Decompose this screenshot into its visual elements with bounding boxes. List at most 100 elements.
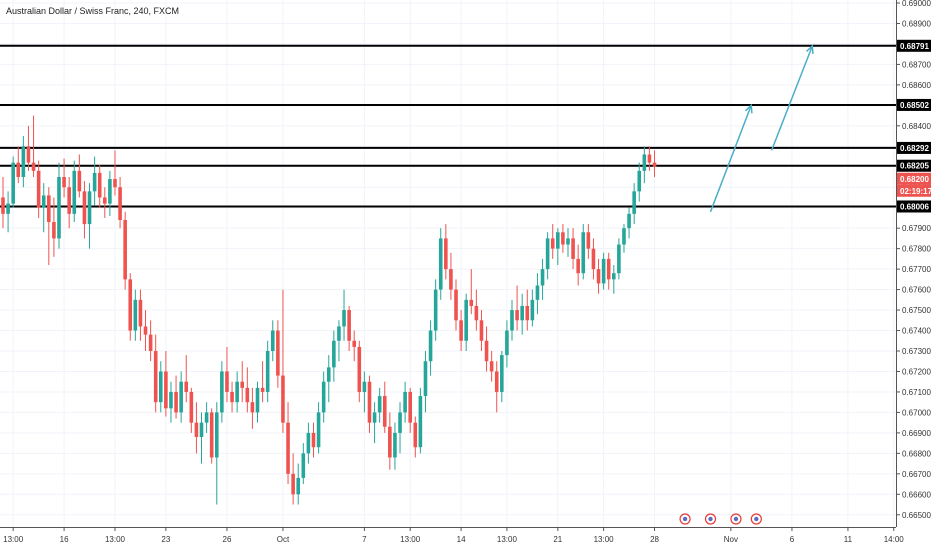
candle-body[interactable]	[77, 170, 82, 192]
candle-body[interactable]	[296, 477, 301, 495]
candle-body[interactable]	[326, 367, 331, 382]
candle-body[interactable]	[47, 195, 51, 223]
candle-body[interactable]	[469, 299, 474, 306]
candle-body[interactable]	[113, 179, 117, 188]
candle-body[interactable]	[612, 273, 616, 280]
candle-body[interactable]	[566, 238, 570, 245]
candle-body[interactable]	[220, 371, 224, 413]
candle-body[interactable]	[179, 381, 183, 413]
candle-body[interactable]	[433, 289, 438, 331]
candle-body[interactable]	[393, 432, 397, 458]
candle-body[interactable]	[388, 426, 392, 458]
candle-body[interactable]	[540, 269, 545, 286]
candle-body[interactable]	[169, 391, 173, 409]
candle-body[interactable]	[184, 381, 189, 392]
candle-body[interactable]	[148, 334, 153, 351]
candle-body[interactable]	[194, 422, 199, 437]
candle-body[interactable]	[500, 355, 504, 392]
candle-body[interactable]	[255, 387, 260, 413]
candle-body[interactable]	[92, 172, 97, 192]
candle-body[interactable]	[301, 453, 306, 478]
candle-body[interactable]	[444, 238, 448, 270]
candle-body[interactable]	[82, 191, 87, 225]
candle-body[interactable]	[362, 381, 367, 392]
candle-body[interactable]	[474, 305, 479, 321]
candle-body[interactable]	[494, 371, 499, 392]
candle-body[interactable]	[199, 422, 204, 437]
trend-arrow[interactable]	[709, 103, 753, 213]
candle-body[interactable]	[62, 177, 66, 188]
candle-body[interactable]	[286, 422, 290, 474]
candle-body[interactable]	[240, 381, 245, 388]
candle-body[interactable]	[464, 299, 468, 341]
candle-body[interactable]	[601, 258, 606, 284]
candle-body[interactable]	[428, 330, 433, 362]
candle-body[interactable]	[571, 238, 575, 259]
candle-body[interactable]	[423, 361, 428, 397]
candle-body[interactable]	[174, 391, 178, 413]
candle-body[interactable]	[67, 187, 71, 214]
candle-body[interactable]	[398, 412, 402, 433]
candle-body[interactable]	[408, 391, 412, 423]
trend-arrow[interactable]	[770, 44, 814, 151]
candle-body[interactable]	[347, 310, 351, 341]
candle-body[interactable]	[1, 197, 5, 214]
candle-body[interactable]	[21, 146, 26, 177]
candle-body[interactable]	[418, 396, 423, 448]
candle-body[interactable]	[632, 191, 636, 214]
candle-body[interactable]	[382, 396, 387, 427]
candle-body[interactable]	[403, 391, 407, 413]
candle-body[interactable]	[225, 371, 229, 392]
price-axis-background[interactable]	[896, 0, 932, 550]
candle-body[interactable]	[189, 391, 194, 423]
candle-body[interactable]	[316, 412, 321, 448]
candle-body[interactable]	[209, 412, 214, 458]
candle-body[interactable]	[276, 330, 280, 376]
candle-body[interactable]	[265, 351, 270, 392]
candle-body[interactable]	[332, 340, 336, 368]
candle-body[interactable]	[535, 285, 540, 300]
candle-body[interactable]	[214, 412, 219, 458]
candle-body[interactable]	[449, 269, 453, 290]
candle-body[interactable]	[245, 387, 250, 403]
candle-body[interactable]	[581, 232, 586, 274]
candle-body[interactable]	[337, 326, 341, 341]
candle-body[interactable]	[647, 154, 652, 163]
candle-body[interactable]	[16, 162, 21, 177]
candle-body[interactable]	[652, 162, 657, 167]
candle-body[interactable]	[627, 213, 631, 229]
candle-body[interactable]	[11, 162, 15, 204]
candle-body[interactable]	[510, 310, 514, 331]
candle-body[interactable]	[545, 238, 550, 270]
candle-body[interactable]	[357, 346, 362, 392]
candle-body[interactable]	[41, 195, 46, 208]
candle-body[interactable]	[642, 154, 647, 171]
candle-body[interactable]	[586, 232, 591, 249]
candle-body[interactable]	[637, 170, 642, 192]
candle-body[interactable]	[367, 381, 372, 423]
candle-body[interactable]	[596, 269, 601, 284]
candle-body[interactable]	[57, 177, 61, 239]
candle-body[interactable]	[138, 299, 143, 327]
candle-body[interactable]	[530, 299, 535, 321]
candle-body[interactable]	[72, 170, 77, 214]
candle-body[interactable]	[143, 326, 148, 335]
candle-body[interactable]	[128, 279, 133, 331]
candle-body[interactable]	[31, 162, 36, 171]
candle-body[interactable]	[270, 330, 275, 351]
candle-body[interactable]	[153, 351, 158, 403]
candle-body[interactable]	[561, 232, 565, 245]
candle-body[interactable]	[606, 258, 611, 280]
candle-body[interactable]	[164, 371, 168, 409]
candle-body[interactable]	[291, 473, 295, 495]
candle-body[interactable]	[250, 402, 255, 413]
candle-body[interactable]	[87, 191, 92, 225]
candle-body[interactable]	[484, 340, 489, 362]
candle-body[interactable]	[306, 432, 311, 454]
candle-body[interactable]	[97, 172, 102, 198]
candle-body[interactable]	[204, 412, 209, 423]
candle-body[interactable]	[622, 228, 626, 245]
plot-background[interactable]	[0, 0, 896, 527]
candle-body[interactable]	[479, 320, 484, 341]
